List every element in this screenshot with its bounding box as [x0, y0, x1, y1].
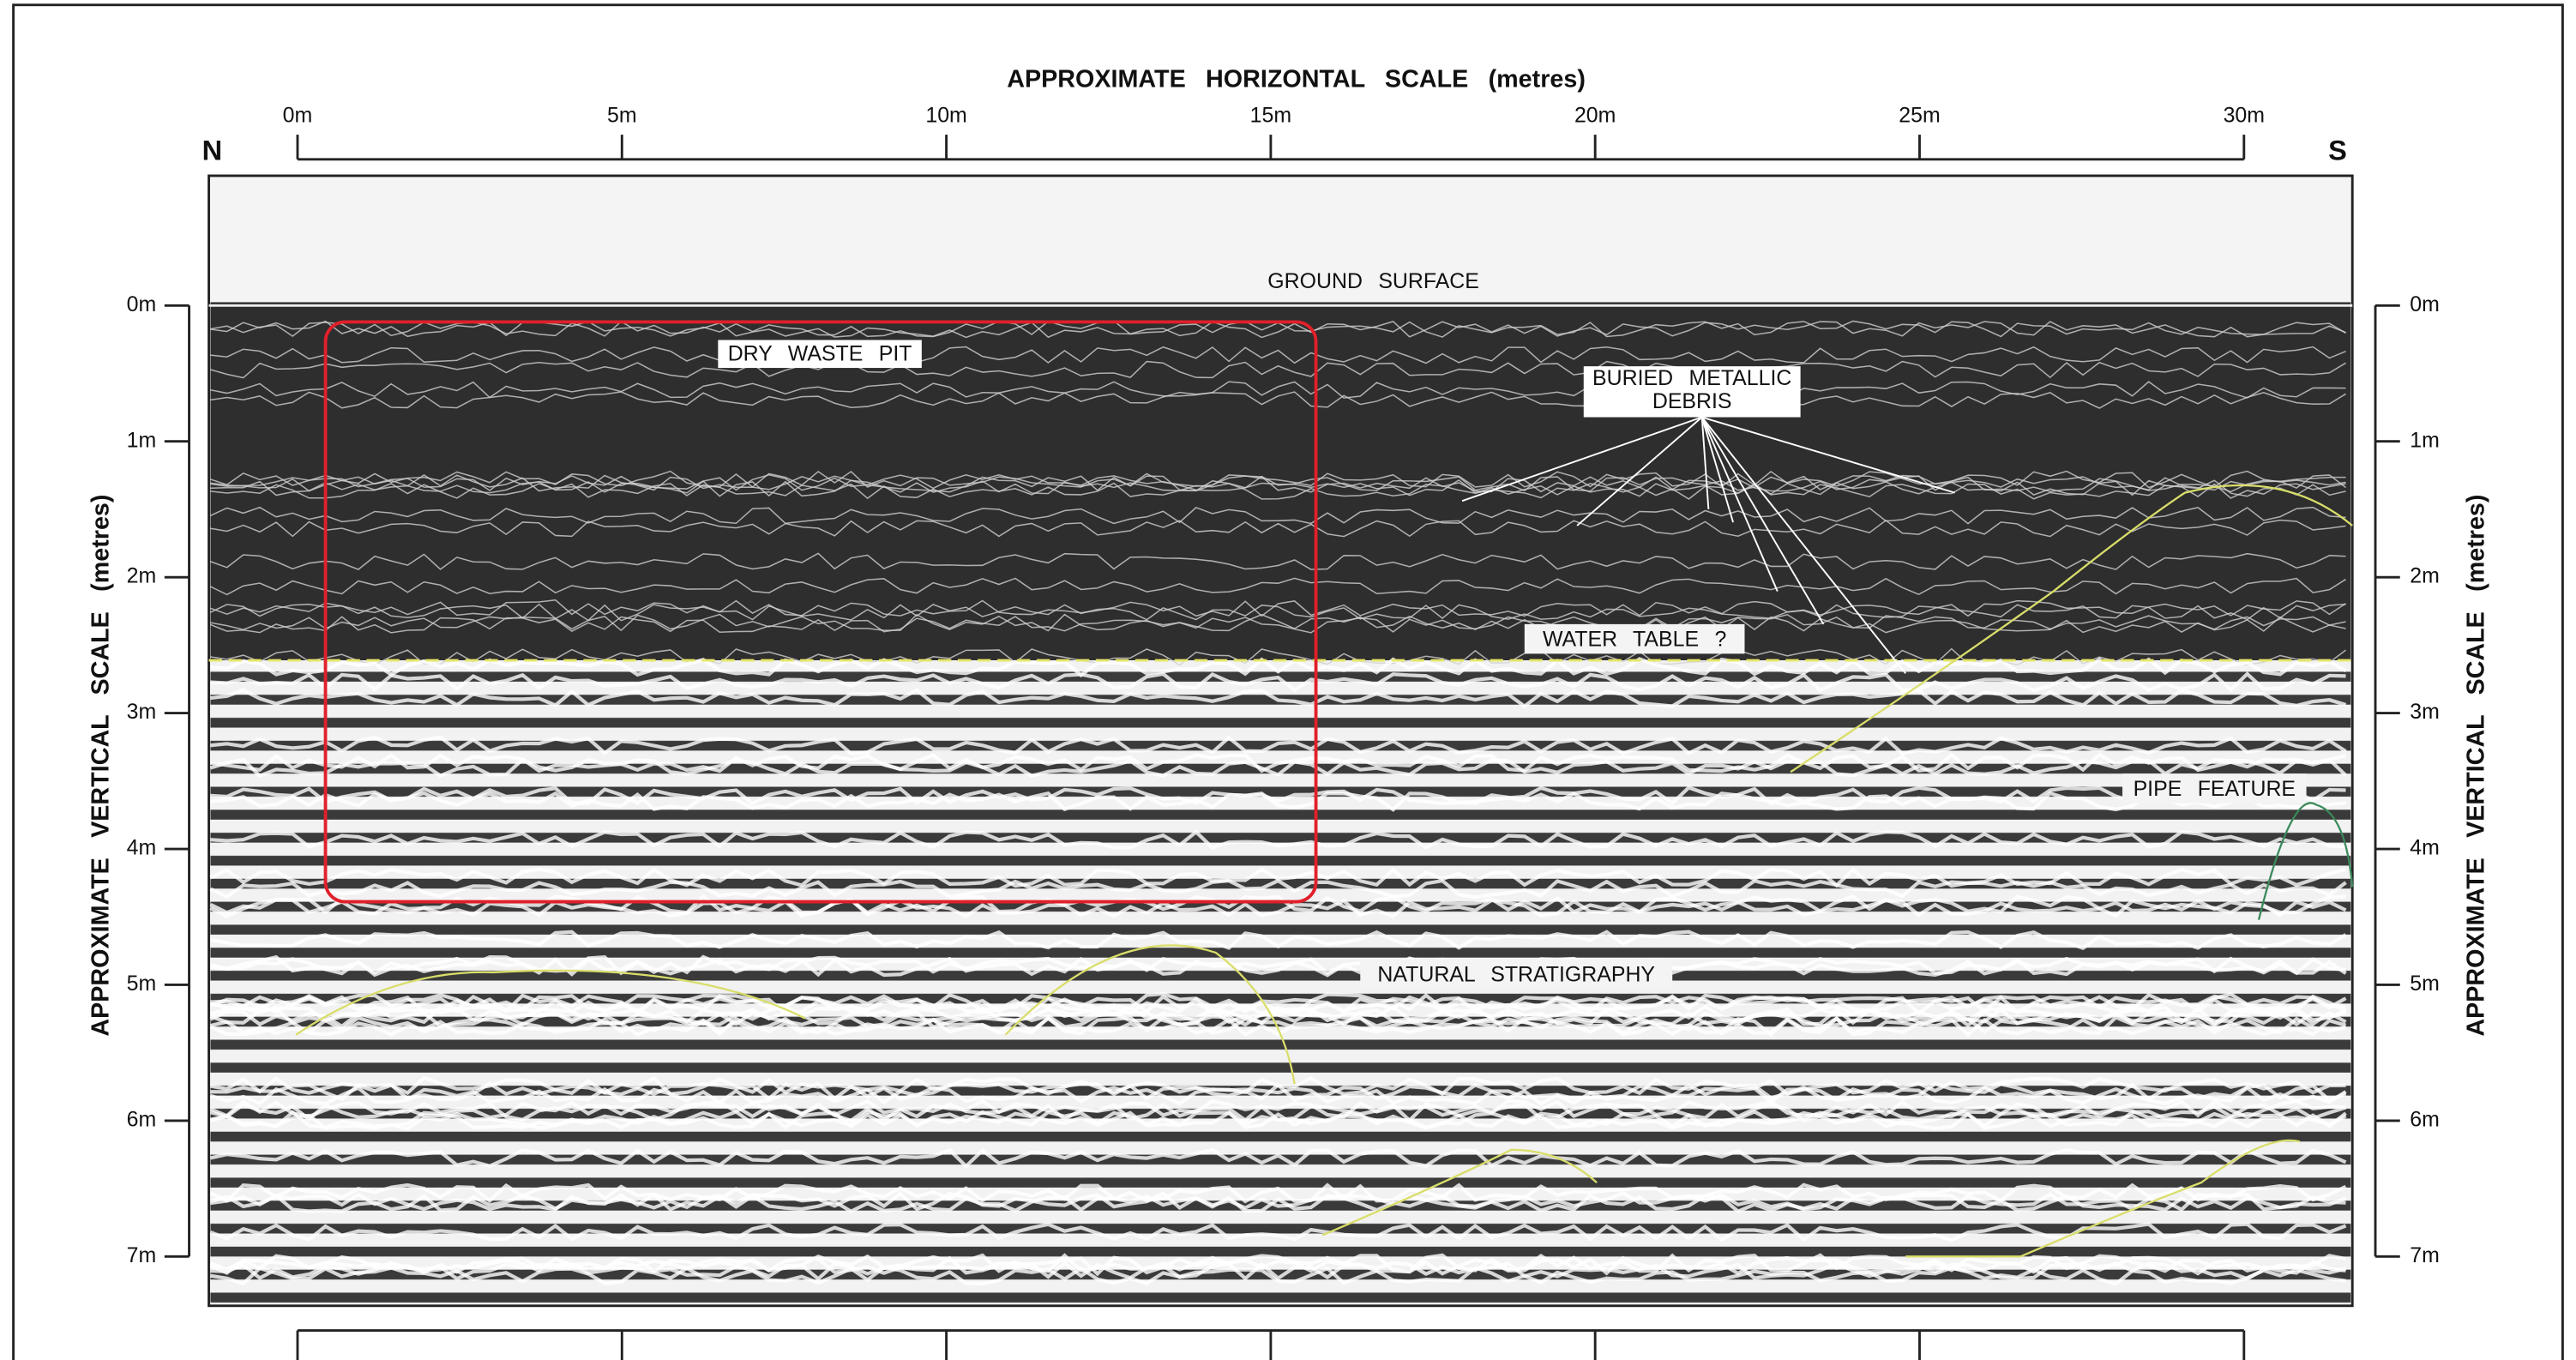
- y-tick-label: 0m: [127, 292, 157, 316]
- vertical-scale-title-left: APPROXIMATE VERTICAL SCALE (metres): [87, 495, 115, 1037]
- south-label: S: [2328, 135, 2347, 166]
- y-tick-label: 2m: [2410, 564, 2440, 588]
- y-tick-label: 2m: [127, 564, 157, 588]
- debris-label: DEBRIS: [1652, 389, 1732, 413]
- north-label: N: [202, 135, 223, 166]
- y-tick-label: 5m: [2410, 972, 2440, 996]
- pipe-feature-label: PIPE FEATURE: [2134, 777, 2296, 801]
- y-tick-label: 6m: [127, 1107, 157, 1131]
- y-tick-label: 0m: [2410, 292, 2440, 316]
- debris-label: BURIED METALLIC: [1592, 366, 1791, 390]
- y-tick-label: 7m: [2410, 1243, 2440, 1267]
- horizontal-scale-title: APPROXIMATE HORIZONTAL SCALE (metres): [1007, 65, 1586, 93]
- body: {"header": {"title": "APPROXIMATE HORIZO…: [0, 0, 2576, 1360]
- water-table-label: WATER TABLE ?: [1543, 628, 1726, 652]
- y-tick-label: 7m: [127, 1243, 157, 1267]
- page: GPR profile html, body { margin: 0; padd…: [0, 0, 2576, 1360]
- x-tick-label: 0m: [283, 104, 313, 128]
- dry-waste-pit-label: DRY WASTE PIT: [728, 341, 912, 365]
- x-tick-label: 25m: [1899, 104, 1940, 128]
- natural-stratigraphy-label: NATURAL STRATIGRAPHY: [1377, 962, 1655, 986]
- ground-surface-label: GROUND SURFACE: [1267, 269, 1479, 293]
- y-tick-label: 1m: [2410, 428, 2440, 452]
- x-tick-label: 10m: [925, 104, 966, 128]
- x-tick-label: 15m: [1250, 104, 1291, 128]
- y-tick-label: 6m: [2410, 1107, 2440, 1131]
- vertical-scale-title-right: APPROXIMATE VERTICAL SCALE (metres): [2462, 495, 2489, 1037]
- radargram: [209, 176, 2353, 1306]
- dark-zone: [210, 302, 2350, 660]
- x-tick-label: 30m: [2224, 104, 2265, 128]
- y-tick-label: 5m: [127, 972, 157, 996]
- y-tick-label: 3m: [127, 700, 157, 724]
- x-tick-label: 5m: [607, 104, 637, 128]
- y-tick-label: 1m: [127, 428, 157, 452]
- y-tick-label: 4m: [2410, 836, 2440, 860]
- y-tick-label: 4m: [127, 836, 157, 860]
- x-tick-label: 20m: [1574, 104, 1616, 128]
- figure: APPROXIMATE HORIZONTAL SCALE (metres) N …: [0, 0, 2576, 1360]
- y-tick-label: 3m: [2410, 700, 2440, 724]
